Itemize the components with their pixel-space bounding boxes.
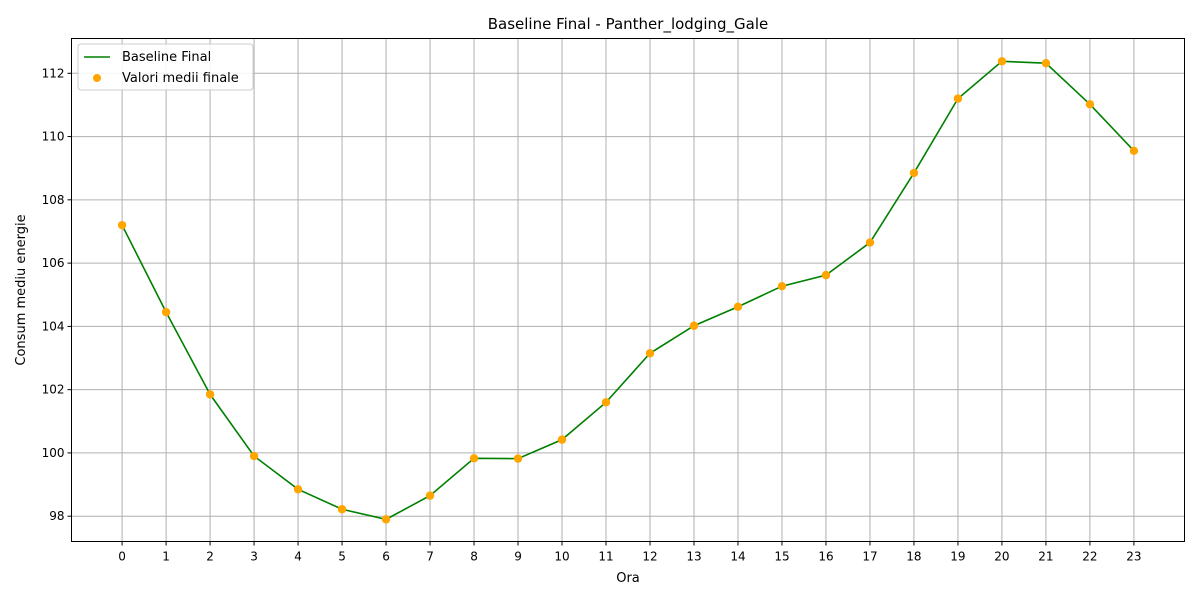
data-point-valori-medii <box>953 94 963 103</box>
data-point-valori-medii <box>777 282 787 291</box>
data-point-valori-medii <box>601 398 611 407</box>
data-point-valori-medii <box>161 307 171 317</box>
x-tick-label: 11 <box>598 550 613 564</box>
data-point-valori-medii <box>909 168 919 178</box>
legend-label-scatter: Valori medii finale <box>122 71 239 86</box>
data-point-valori-medii <box>557 435 567 444</box>
data-point-valori-medii <box>249 451 259 461</box>
data-point-valori-medii <box>117 220 127 230</box>
grid <box>71 38 1185 542</box>
x-tick-label: 21 <box>1038 550 1053 564</box>
x-tick-label: 10 <box>554 550 569 564</box>
y-tick-label: 106 <box>42 256 65 270</box>
x-tick-label: 12 <box>642 550 657 564</box>
x-tick-label: 17 <box>862 550 877 564</box>
x-tick-label: 8 <box>470 550 478 564</box>
legend-marker-swatch <box>93 74 101 82</box>
y-tick-label: 104 <box>42 319 65 333</box>
x-axis-ticks: 0 1 2 3 4 5 6 7 8 9 10 11 12 13 14 15 16 17 18 19 20 21 22 23 <box>118 541 1142 564</box>
data-point-valori-medii <box>337 505 347 514</box>
plot-area <box>117 57 1139 524</box>
x-tick-label: 14 <box>730 550 745 564</box>
data-point-valori-medii <box>1085 100 1095 109</box>
x-tick-label: 2 <box>206 550 214 564</box>
legend-label-line: Baseline Final <box>122 50 211 65</box>
x-tick-label: 6 <box>382 550 390 564</box>
data-point-valori-medii <box>1041 58 1051 68</box>
y-tick-label: 98 <box>49 509 64 523</box>
y-tick-label: 102 <box>42 383 65 397</box>
data-point-valori-medii <box>293 485 303 494</box>
y-tick-label: 100 <box>42 446 65 460</box>
x-tick-label: 5 <box>338 550 346 564</box>
x-tick-label: 9 <box>514 550 522 564</box>
x-tick-label: 19 <box>950 550 965 564</box>
y-axis-ticks: 98 100 102 104 106 108 110 112 <box>42 66 72 523</box>
x-tick-label: 7 <box>426 550 434 564</box>
y-axis-label: Consum mediu energie <box>14 214 29 365</box>
x-tick-label: 23 <box>1126 550 1141 564</box>
x-tick-label: 16 <box>818 550 833 564</box>
data-point-valori-medii <box>733 302 743 311</box>
x-tick-label: 18 <box>906 550 921 564</box>
x-tick-label: 3 <box>250 550 258 564</box>
data-point-valori-medii <box>205 390 215 399</box>
data-point-valori-medii <box>821 270 831 280</box>
legend: Baseline Final Valori medii finale <box>77 43 254 91</box>
y-tick-label: 108 <box>42 193 65 207</box>
data-point-valori-medii <box>513 454 523 463</box>
chart-title: Baseline Final - Panther_lodging_Gale <box>488 15 769 34</box>
x-tick-label: 13 <box>686 550 701 564</box>
x-tick-label: 15 <box>774 550 789 564</box>
y-tick-label: 112 <box>42 66 65 80</box>
x-axis-label: Ora <box>616 571 640 586</box>
y-tick-label: 110 <box>42 130 65 144</box>
data-point-valori-medii <box>381 515 391 524</box>
series-line-baseline-final <box>121 60 1135 521</box>
data-point-valori-medii <box>469 454 479 463</box>
data-point-valori-medii <box>865 238 875 247</box>
plot-frame <box>71 38 1185 542</box>
legend-box <box>77 43 254 91</box>
data-point-valori-medii <box>689 321 699 330</box>
x-tick-label: 0 <box>118 550 126 564</box>
data-point-valori-medii <box>1129 146 1139 156</box>
data-point-valori-medii <box>997 57 1007 66</box>
x-tick-label: 22 <box>1082 550 1097 564</box>
x-tick-label: 1 <box>162 550 170 564</box>
x-tick-label: 4 <box>294 550 302 564</box>
x-tick-label: 20 <box>994 550 1009 564</box>
data-point-valori-medii <box>425 491 435 500</box>
data-point-valori-medii <box>645 349 655 358</box>
